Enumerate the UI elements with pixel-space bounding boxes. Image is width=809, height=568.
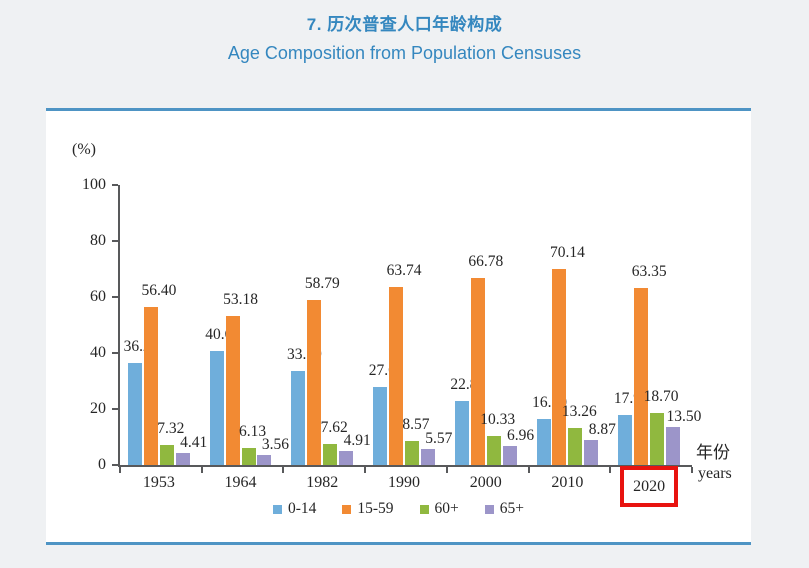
x-axis-category-1982: 1982 [306,474,339,491]
bar-value-60+-2020: 18.70 [643,387,679,405]
legend-label-15-59: 15-59 [357,500,394,517]
bar-15-59-1964 [225,316,240,465]
bar-value-15-59-1982: 58.79 [304,275,340,293]
bar-60+-1964 [241,447,256,465]
y-axis-tick-label: 100 [82,176,106,193]
bar-60+-1982 [323,443,338,465]
bar-value-60+-2010: 13.26 [561,402,597,420]
bar-chart-plot-area: 0 20 40 60 80 100 36.28 56.40 7.32 4.41 40.69 53.18… [82,176,701,473]
bar-value-15-59-1990: 63.74 [386,261,422,279]
bar-65+-1953 [175,452,190,465]
x-axis-title: 年份 years [696,442,732,484]
bar-value-65+-1953: 4.41 [180,433,208,451]
x-axis-category-2020: 2020 [608,466,690,525]
x-axis-title-zh: 年份 [696,443,730,462]
y-axis-tick [112,296,118,298]
bar-value-15-59-2010: 70.14 [550,243,585,261]
bar-0-14-2020 [618,414,633,465]
y-axis-tick [112,184,118,186]
x-axis-tick [527,467,530,473]
x-axis-category-1990: 1990 [387,474,420,491]
highlight-box-2020: 2020 [620,466,679,507]
chart-legend: 0-14 15-59 60+ 65+ [46,501,751,517]
bar-65+-1982 [339,451,354,465]
bar-65+-2010 [584,440,599,465]
legend-swatch-15-59 [342,504,352,514]
bar-15-59-2010 [552,268,567,465]
bar-0-14-2000 [454,400,469,465]
page-title-zh: 7. 历次普查人口年龄构成 [306,15,503,34]
bar-0-14-1953 [128,363,142,465]
legend-label-60+: 60+ [434,500,459,517]
legend-label-65+: 65+ [499,500,525,517]
bar-60+-1953 [159,444,174,465]
bar-value-65+-1990: 5.57 [425,430,453,448]
bar-value-65+-2020: 13.50 [666,408,702,426]
bar-15-59-2000 [470,278,485,465]
x-axis-tick [445,467,448,473]
bar-65+-1964 [257,455,272,465]
bar-60+-2000 [486,436,501,465]
x-axis-title-en: years [698,465,732,482]
bar-0-14-1964 [209,351,224,465]
legend-item-65+: 65+ [484,500,525,517]
x-axis-category-1964: 1964 [224,474,257,491]
x-axis-category-2010: 2010 [551,474,584,491]
bar-value-65+-1964: 3.56 [261,436,289,454]
bar-0-14-1990 [373,387,388,465]
bar-65+-1990 [420,449,435,465]
bar-value-15-59-2000: 66.78 [468,253,504,271]
x-axis-tick [200,467,203,473]
y-axis-tick [112,352,118,354]
y-axis-tick [112,464,118,466]
bar-value-65+-2010: 8.87 [588,421,616,439]
x-axis-category-1953: 1953 [142,474,175,491]
bar-65+-2020 [665,427,680,465]
bar-60+-1990 [404,441,419,465]
bar-15-59-1990 [389,286,404,465]
bar-value-65+-2000: 6.96 [506,426,535,444]
bar-65+-2000 [502,445,517,465]
y-axis-tick [112,240,118,242]
y-axis-tick-label: 80 [90,232,106,249]
bar-value-15-59-1953: 56.40 [141,282,177,300]
x-axis-category-2000: 2000 [469,474,502,491]
bar-value-60+-1964: 6.13 [238,422,267,440]
x-axis-tick [609,467,612,473]
x-axis-tick [282,467,285,473]
legend-item-60+: 60+ [419,500,459,517]
bar-value-15-59-1964: 53.18 [223,291,259,309]
bar-value-60+-1990: 8.57 [402,416,430,434]
bar-15-59-2020 [634,287,649,465]
legend-item-0-14: 0-14 [272,500,317,517]
page-title-en: Age Composition from Population Censuses [227,43,582,63]
y-axis-tick-label: 40 [90,344,106,361]
bar-15-59-1953 [143,307,158,465]
legend-swatch-65+ [484,504,494,514]
x-axis-tick [691,467,693,473]
y-axis-tick-label: 60 [90,288,106,305]
y-axis-tick-label: 0 [98,456,106,473]
x-axis-tick [364,467,367,473]
legend-label-0-14: 0-14 [287,500,317,517]
bar-0-14-2010 [536,418,551,465]
bar-value-60+-2000: 10.33 [480,411,516,429]
bar-value-60+-1982: 7.62 [320,418,348,436]
bar-value-15-59-2020: 63.35 [631,262,667,280]
x-axis-tick [119,467,121,473]
legend-item-15-59: 15-59 [342,500,394,517]
bar-60+-2010 [568,427,583,465]
y-axis-tick-label: 20 [90,400,106,417]
y-axis-unit-label: (%) [72,141,96,158]
chart-card: (%) 0 20 40 60 80 100 36.28 56.40 7.32 4.41 40.69 5… [46,108,751,545]
legend-swatch-60+ [419,504,429,514]
bar-value-60+-1953: 7.32 [157,419,185,437]
bar-60+-2020 [650,412,665,465]
bar-0-14-1982 [291,370,306,465]
bar-15-59-1982 [307,300,322,465]
y-axis-tick [112,408,118,410]
bar-value-65+-1982: 4.91 [343,432,371,450]
legend-swatch-0-14 [272,504,282,514]
